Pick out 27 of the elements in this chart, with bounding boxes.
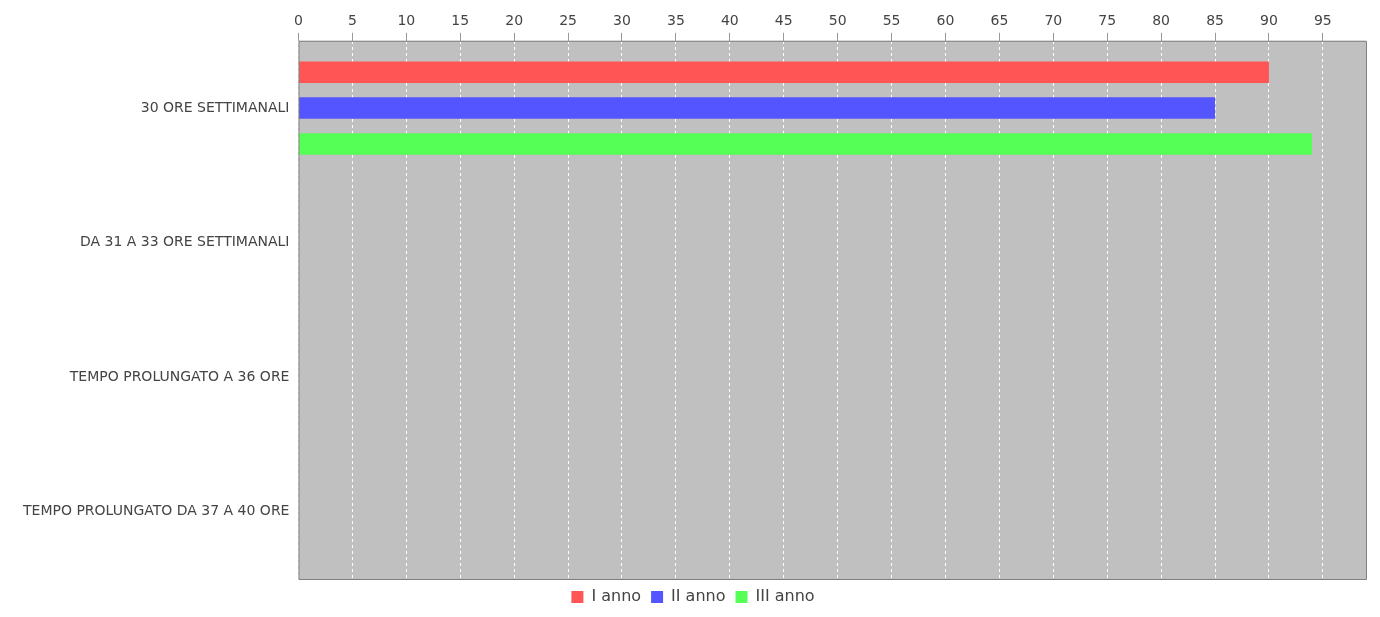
x-tick-label: 45 bbox=[774, 12, 793, 29]
x-tick-label: 10 bbox=[397, 12, 416, 29]
x-tick-label: 75 bbox=[1098, 12, 1117, 29]
x-tick-label: 55 bbox=[882, 12, 901, 29]
y-tick-label: 30 ORE SETTIMANALI bbox=[140, 98, 290, 115]
legend-label: II anno bbox=[671, 586, 726, 606]
x-tick-label: 70 bbox=[1044, 12, 1063, 29]
x-tick-label: 35 bbox=[666, 12, 685, 29]
x-tick-label: 20 bbox=[505, 12, 524, 29]
x-tick-label: 5 bbox=[347, 12, 357, 29]
x-tick-label: 90 bbox=[1260, 12, 1278, 29]
x-tick-label: 0 bbox=[294, 12, 303, 29]
x-tick-label: 80 bbox=[1152, 12, 1171, 29]
y-tick-label: DA 31 A 33 ORE SETTIMANALI bbox=[79, 233, 290, 250]
y-tick-label: TEMPO PROLUNGATO DA 37 A 40 ORE bbox=[21, 502, 290, 519]
x-tick-label: 15 bbox=[451, 12, 470, 29]
x-tick-label: 40 bbox=[720, 12, 739, 29]
x-tick-label: 60 bbox=[936, 12, 955, 29]
x-tick-label: 25 bbox=[559, 12, 577, 29]
x-tick-label: 85 bbox=[1206, 12, 1224, 29]
x-tick-label: 30 bbox=[613, 12, 631, 29]
legend-label: III anno bbox=[755, 586, 815, 606]
x-tick-label: 65 bbox=[990, 12, 1009, 29]
x-tick-label: 95 bbox=[1313, 12, 1332, 29]
x-tick-label: 50 bbox=[828, 12, 847, 29]
legend-label: I anno bbox=[591, 586, 642, 606]
y-tick-label: TEMPO PROLUNGATO A 36 ORE bbox=[68, 367, 290, 384]
